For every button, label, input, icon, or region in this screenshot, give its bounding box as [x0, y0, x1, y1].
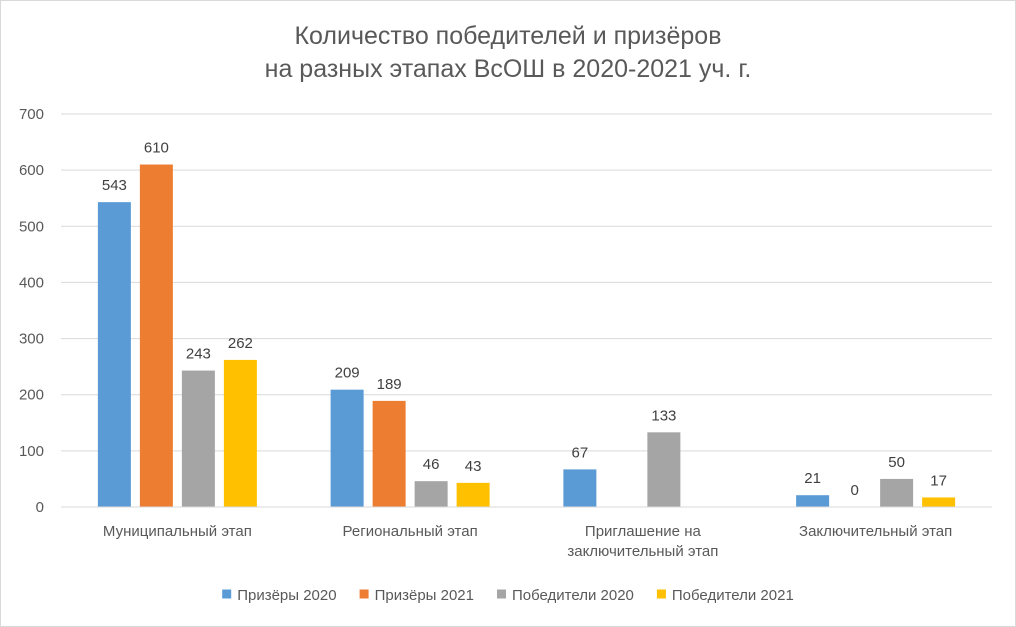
data-label-1-1: 543 [102, 177, 127, 194]
bar-1-3 [563, 469, 597, 507]
data-label-1-4: 21 [804, 470, 821, 487]
legend-label-4: Победители 2021 [672, 587, 794, 604]
bar-3-1 [181, 370, 215, 507]
legend-swatch-4 [656, 589, 666, 599]
legend-swatch-1 [222, 589, 232, 599]
y-tick-label-600: 600 [19, 162, 44, 179]
y-tick-label-100: 100 [19, 443, 44, 460]
data-label-2-1: 610 [144, 140, 169, 157]
data-label-3-3: 133 [651, 407, 676, 424]
data-label-2-2: 189 [377, 376, 402, 393]
y-tick-label-300: 300 [19, 331, 44, 348]
bar-3-4 [880, 478, 914, 507]
data-label-2-4: 0 [850, 482, 858, 499]
data-label-3-1: 243 [186, 346, 211, 363]
legend-swatch-3 [496, 589, 506, 599]
legend-label-3: Победители 2020 [512, 587, 634, 604]
bar-1-4 [796, 495, 830, 507]
data-label-4-1: 262 [228, 335, 253, 352]
chart-title: Количество победителей и призёров на раз… [0, 20, 1016, 86]
bar-4-1 [223, 359, 257, 507]
data-label-1-3: 67 [572, 444, 589, 461]
category-label-3-line-2: заключительный этап [567, 543, 718, 560]
bar-3-3 [647, 432, 681, 507]
y-tick-label-0: 0 [36, 499, 44, 516]
bar-2-2 [372, 400, 406, 507]
legend-label-1: Призёры 2020 [237, 587, 336, 604]
chart-title-line-1: Количество победителей и призёров [294, 22, 722, 50]
legend-label-2: Призёры 2021 [375, 587, 474, 604]
y-tick-label-700: 700 [19, 106, 44, 123]
bar-1-2 [330, 389, 364, 507]
bar-3-2 [414, 481, 448, 507]
y-tick-label-400: 400 [19, 274, 44, 291]
category-label-3-line-1: Приглашение на [585, 523, 702, 540]
category-label-2-line-1: Региональный этап [343, 523, 478, 540]
bar-1-1 [97, 202, 131, 507]
legend-swatch-2 [359, 589, 369, 599]
category-label-4-line-1: Заключительный этап [799, 523, 952, 540]
y-tick-label-200: 200 [19, 387, 44, 404]
bar-4-4 [922, 497, 956, 507]
data-label-3-4: 50 [888, 454, 905, 471]
data-label-3-2: 46 [423, 456, 440, 473]
bar-4-2 [456, 482, 490, 507]
bar-2-1 [139, 164, 173, 507]
data-label-4-4: 17 [930, 472, 947, 489]
data-label-4-2: 43 [465, 458, 482, 475]
y-tick-label-500: 500 [19, 218, 44, 235]
chart-title-line-2: на разных этапах ВсОШ в 2020-2021 уч. г. [264, 55, 752, 83]
data-label-1-2: 209 [335, 365, 360, 382]
category-label-1-line-1: Муниципальный этап [103, 523, 252, 540]
